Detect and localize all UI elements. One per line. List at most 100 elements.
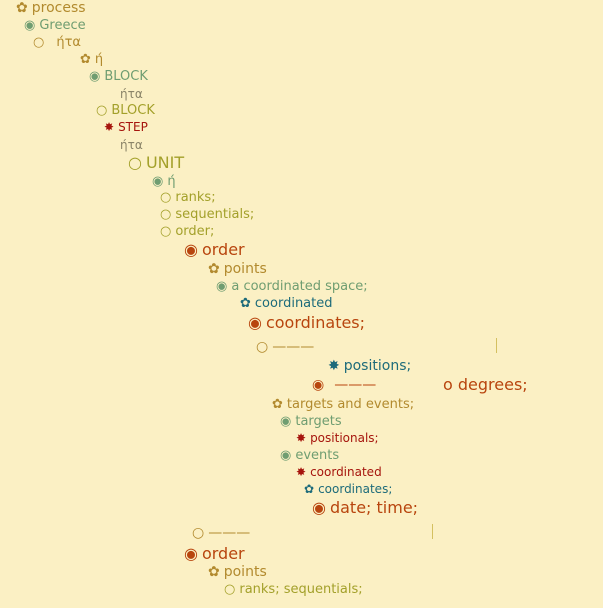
tree-node[interactable]: ✸ positionals; [296,432,379,444]
tree-node[interactable]: ○ ήτα [33,36,81,49]
tree-node[interactable]: ○ BLOCK [96,104,155,117]
node-label: order; [175,224,215,239]
star-burst-icon: ✸ [296,431,307,445]
tree-node[interactable]: ήτα [120,88,143,100]
node-label: Greece [39,18,86,33]
tree-node[interactable]: ○ order; [160,225,214,238]
node-label: coordinated [310,465,382,479]
circle-icon: ○ [160,224,172,239]
flower-icon: ✿ [304,482,315,496]
tree-node[interactable]: ○ sequentials; [160,208,254,221]
node-label: ——— [334,377,377,393]
tree-node[interactable]: ◉ order [184,242,245,258]
node-label: a coordinated space; [231,279,368,294]
node-label: STEP [118,120,148,134]
node-label: process [31,0,86,16]
flower-icon: ✿ [272,397,283,412]
tree-node[interactable]: ◉ Greece [24,19,86,32]
node-label: targets [295,414,342,429]
bullseye-icon: ◉ [184,240,198,259]
tree-node[interactable]: ◉ events [280,449,339,462]
bullseye-icon: ◉ [312,498,326,517]
tree-node[interactable]: ○ ——— [256,340,314,354]
tree-node[interactable]: ◉ ή [152,175,176,188]
tree-node[interactable]: ✸ positions; [328,359,411,373]
star-burst-icon: ✸ [296,465,307,479]
column-divider [496,338,497,353]
node-label: sequentials; [175,207,255,222]
circle-icon: ○ [160,207,172,222]
column-divider [432,524,433,539]
node-label: positions; [343,358,412,374]
tree-node[interactable]: o degrees; [443,377,528,393]
tree-node[interactable]: ◉ BLOCK [89,70,148,83]
tree-node[interactable]: ✿ coordinates; [304,483,392,495]
node-label: points [223,261,267,277]
tree-node[interactable]: ✿ coordinated [240,297,333,310]
bullseye-icon: ◉ [216,279,228,294]
circle-icon: ○ [224,582,236,597]
tree-node[interactable]: ◉ order [184,546,245,562]
node-label: BLOCK [104,69,148,84]
node-label: targets and events; [286,397,415,412]
bullseye-icon: ◉ [89,69,101,84]
node-label: order [201,240,245,259]
node-label: points [223,564,267,580]
node-label: positionals; [310,431,379,445]
node-label: ranks; sequentials; [239,582,363,597]
node-label: o degrees; [443,375,528,394]
tree-node[interactable]: ✸ coordinated [296,466,382,478]
tree-node[interactable]: ○ ranks; sequentials; [224,583,363,596]
node-label: ήτα [120,138,143,152]
circle-icon: ○ [33,35,45,50]
node-label: ——— [208,525,251,541]
tree-node[interactable]: ○ ranks; [160,191,216,204]
tree-node[interactable]: ◉ ——— [312,378,376,392]
node-label: order [201,544,245,563]
node-label: coordinates; [318,482,393,496]
flower-icon: ✿ [16,0,28,16]
flower-icon: ✿ [208,261,220,277]
node-label: ή [167,174,176,189]
bullseye-icon: ◉ [280,448,292,463]
tree-node[interactable]: ○ UNIT [128,155,184,171]
tree-node[interactable]: ήτα [120,139,143,151]
tree-node[interactable]: ✿ process [16,1,86,15]
bullseye-icon: ◉ [184,544,198,563]
bullseye-icon: ◉ [152,174,164,189]
bullseye-icon: ◉ [312,377,325,393]
circle-icon: ○ [192,525,205,541]
tree-node[interactable]: ✸ STEP [104,121,148,133]
node-label: coordinated [254,296,333,311]
circle-icon: ○ [96,103,108,118]
circle-icon: ○ [128,153,142,172]
tree-node[interactable]: ✿ points [208,262,267,276]
tree-node[interactable]: ○ ——— [192,526,250,540]
flower-icon: ✿ [208,564,220,580]
tree-node[interactable]: ✿ points [208,565,267,579]
node-label: ή [94,52,104,67]
tree-node[interactable]: ✿ targets and events; [272,398,414,411]
node-label: ήτα [56,35,81,50]
star-burst-icon: ✸ [328,358,340,374]
tree-node[interactable]: ✿ ή [80,53,103,66]
node-label: ranks; [175,190,216,205]
node-label: date; time; [329,498,419,517]
node-label: ήτα [120,87,143,101]
flower-icon: ✿ [240,296,251,311]
tree-node[interactable]: ◉ a coordinated space; [216,280,368,293]
circle-icon: ○ [160,190,172,205]
tree-node[interactable]: ◉ coordinates; [248,315,365,331]
bullseye-icon: ◉ [280,414,292,429]
node-label: UNIT [145,153,185,172]
node-label: BLOCK [111,103,155,118]
bullseye-icon: ◉ [248,313,262,332]
bullseye-icon: ◉ [24,18,36,33]
flower-icon: ✿ [80,52,91,67]
tree-node[interactable]: ◉ date; time; [312,500,418,516]
node-label: events [295,448,340,463]
tree-node[interactable]: ◉ targets [280,415,342,428]
star-burst-icon: ✸ [104,120,115,134]
circle-icon: ○ [256,339,269,355]
node-label: coordinates; [265,313,366,332]
